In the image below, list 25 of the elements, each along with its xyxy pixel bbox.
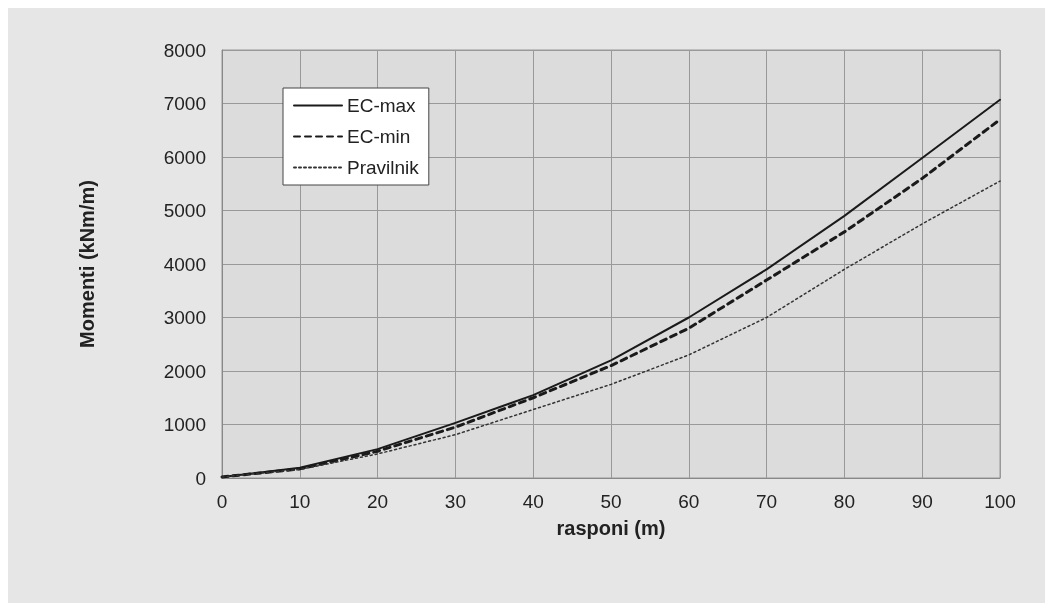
- legend-label: Pravilnik: [347, 157, 420, 178]
- y-tick-label: 2000: [163, 360, 206, 382]
- x-tick-label: 60: [678, 491, 700, 512]
- y-tick-label: 8000: [163, 39, 206, 61]
- y-tick-label: 7000: [163, 93, 206, 114]
- y-tick-label: 6000: [163, 146, 206, 168]
- y-tick-label: 5000: [163, 200, 206, 221]
- legend-label: EC-max: [347, 95, 417, 116]
- y-tick-label: 4000: [163, 253, 206, 275]
- x-tick-label: 80: [833, 491, 855, 512]
- x-tick-label: 90: [911, 491, 933, 512]
- x-tick-label: 20: [367, 491, 389, 512]
- x-axis-title: rasponi (m): [556, 517, 666, 539]
- y-tick-label: 1000: [163, 414, 206, 435]
- y-tick-label: 3000: [163, 307, 206, 328]
- x-tick-label: 100: [984, 491, 1016, 512]
- x-tick-label: 10: [289, 491, 311, 512]
- y-tick-label: 0: [195, 467, 206, 489]
- y-axis-title: Momenti (kNm/m): [76, 180, 98, 348]
- legend-label: EC-min: [347, 126, 411, 147]
- x-tick-label: 0: [216, 491, 228, 512]
- x-tick-label: 40: [522, 491, 544, 512]
- x-tick-label: 50: [600, 491, 622, 512]
- x-tick-label: 70: [756, 491, 778, 512]
- x-tick-label: 30: [444, 491, 466, 512]
